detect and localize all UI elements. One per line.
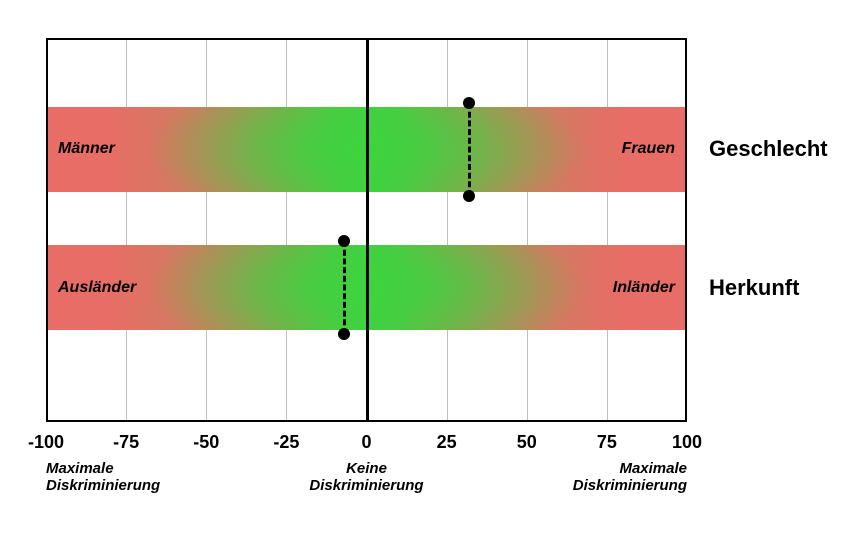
marker-line-gender bbox=[468, 103, 471, 195]
gridline bbox=[607, 38, 608, 422]
gridline bbox=[286, 38, 287, 422]
gridline bbox=[126, 38, 127, 422]
axis-caption-center: Keine Diskriminierung bbox=[309, 460, 423, 495]
marker-dot-gender-top bbox=[463, 97, 475, 109]
gridline bbox=[527, 38, 528, 422]
marker-dot-origin-top bbox=[338, 235, 350, 247]
gridline bbox=[206, 38, 207, 422]
row-title-origin: Herkunft bbox=[709, 275, 799, 301]
x-tick-label: 75 bbox=[597, 432, 617, 453]
x-tick-label: 50 bbox=[517, 432, 537, 453]
axis-caption-left: Maximale Diskriminierung bbox=[46, 460, 160, 495]
zero-line bbox=[366, 38, 369, 422]
marker-line-origin bbox=[343, 241, 346, 333]
x-tick-label: 0 bbox=[361, 432, 371, 453]
x-tick-label: -100 bbox=[28, 432, 64, 453]
x-tick-label: -25 bbox=[273, 432, 299, 453]
marker-dot-origin-bottom bbox=[338, 328, 350, 340]
band-right-label-origin: Inländer bbox=[613, 279, 675, 297]
x-tick-label: 100 bbox=[672, 432, 702, 453]
band-left-label-gender: Männer bbox=[58, 140, 115, 158]
axis-caption-right: Maximale Diskriminierung bbox=[573, 460, 687, 495]
row-title-gender: Geschlecht bbox=[709, 136, 828, 162]
x-tick-label: 25 bbox=[437, 432, 457, 453]
marker-dot-gender-bottom bbox=[463, 190, 475, 202]
gridline bbox=[447, 38, 448, 422]
x-tick-label: -50 bbox=[193, 432, 219, 453]
band-left-label-origin: Ausländer bbox=[58, 279, 136, 297]
discrimination-scale-chart: MännerFrauenGeschlechtAusländerInländerH… bbox=[46, 38, 687, 422]
x-tick-label: -75 bbox=[113, 432, 139, 453]
band-right-label-gender: Frauen bbox=[622, 140, 675, 158]
